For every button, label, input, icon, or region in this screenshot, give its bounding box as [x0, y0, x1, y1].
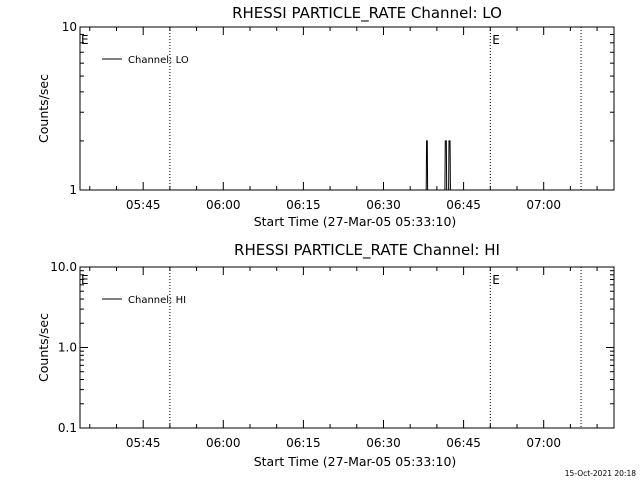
- y-tick-label: 10.0: [50, 260, 77, 274]
- plot-frame: [79, 26, 615, 191]
- x-tick-label: 06:00: [206, 198, 241, 212]
- corner-marker: E: [81, 273, 89, 287]
- y-tick-label: 10: [62, 20, 77, 34]
- x-tick-label: 06:00: [206, 436, 241, 450]
- x-tick-label: 06:30: [366, 198, 401, 212]
- x-tick-label: 07:00: [526, 198, 561, 212]
- y-tick-label: 0.1: [58, 421, 77, 435]
- plot-frame: [79, 266, 615, 429]
- chart-title: RHESSI PARTICLE_RATE Channel: LO: [232, 4, 502, 23]
- x-tick-label: 07:00: [526, 436, 561, 450]
- y-tick-label: 1.0: [58, 341, 77, 355]
- x-tick-label: 06:45: [446, 198, 481, 212]
- x-tick-label: 05:45: [126, 436, 161, 450]
- chart-title: RHESSI PARTICLE_RATE Channel: HI: [234, 241, 500, 260]
- y-axis-label: Counts/sec: [36, 74, 51, 143]
- chart-panel-2: RHESSI PARTICLE_RATE Channel: HI 05:45 06:…: [36, 241, 615, 469]
- footer-timestamp: 15-Oct-2021 20:18: [565, 469, 636, 478]
- event-marker-label: E: [492, 33, 500, 47]
- chart-panel-1: RHESSI PARTICLE_RATE Channel: LO 05:45 06:…: [36, 4, 615, 229]
- series-line: [80, 140, 614, 191]
- corner-marker: E: [81, 33, 89, 47]
- x-axis-label: Start Time (27-Mar-05 05:33:10): [254, 454, 457, 469]
- x-tick-label: 06:45: [446, 436, 481, 450]
- legend-label: Channel: HI: [128, 295, 186, 306]
- event-marker-label: E: [492, 273, 500, 287]
- x-tick-label: 06:15: [286, 198, 321, 212]
- y-axis-label: Counts/sec: [36, 313, 51, 382]
- legend-label: Channel: LO: [128, 55, 189, 66]
- x-axis-label: Start Time (27-Mar-05 05:33:10): [254, 214, 457, 229]
- x-tick-label: 06:15: [286, 436, 321, 450]
- y-tick-label: 1: [69, 183, 77, 197]
- x-tick-label: 05:45: [126, 198, 161, 212]
- x-tick-label: 06:30: [366, 436, 401, 450]
